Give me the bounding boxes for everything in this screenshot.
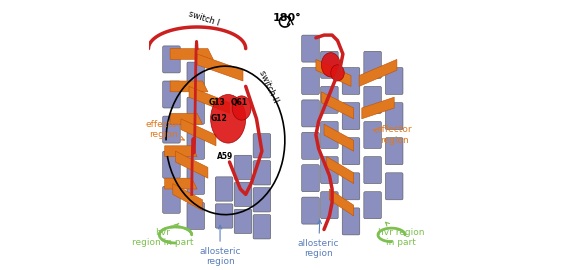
- FancyBboxPatch shape: [187, 167, 205, 194]
- Ellipse shape: [331, 65, 344, 81]
- Text: effector
region: effector region: [146, 120, 184, 140]
- Polygon shape: [170, 81, 208, 92]
- FancyBboxPatch shape: [163, 151, 180, 178]
- FancyBboxPatch shape: [342, 138, 360, 165]
- Text: 180°: 180°: [273, 12, 302, 23]
- Polygon shape: [321, 92, 354, 119]
- FancyBboxPatch shape: [253, 215, 270, 239]
- FancyBboxPatch shape: [187, 62, 205, 89]
- FancyBboxPatch shape: [364, 157, 382, 184]
- Polygon shape: [170, 113, 202, 124]
- Polygon shape: [197, 54, 243, 81]
- FancyBboxPatch shape: [364, 51, 382, 78]
- FancyBboxPatch shape: [234, 182, 252, 207]
- Text: switch II: switch II: [257, 69, 280, 104]
- Polygon shape: [189, 86, 230, 113]
- FancyBboxPatch shape: [342, 173, 360, 200]
- Text: hvr region
in part: hvr region in part: [378, 222, 424, 247]
- FancyBboxPatch shape: [302, 165, 319, 192]
- FancyBboxPatch shape: [364, 86, 382, 113]
- FancyBboxPatch shape: [302, 35, 319, 62]
- FancyBboxPatch shape: [320, 192, 338, 219]
- Text: G12: G12: [210, 114, 227, 123]
- Ellipse shape: [232, 96, 251, 120]
- Polygon shape: [362, 97, 394, 119]
- FancyBboxPatch shape: [215, 177, 233, 201]
- FancyBboxPatch shape: [320, 51, 338, 78]
- FancyBboxPatch shape: [163, 81, 180, 108]
- Text: switch I: switch I: [187, 10, 221, 28]
- FancyBboxPatch shape: [302, 68, 319, 94]
- Text: A59: A59: [217, 152, 234, 161]
- Text: Q61: Q61: [230, 98, 247, 107]
- FancyBboxPatch shape: [163, 46, 180, 73]
- FancyBboxPatch shape: [253, 188, 270, 212]
- Text: G13: G13: [209, 98, 226, 107]
- FancyBboxPatch shape: [302, 132, 319, 159]
- FancyBboxPatch shape: [320, 86, 338, 113]
- FancyBboxPatch shape: [342, 103, 360, 130]
- FancyBboxPatch shape: [364, 192, 382, 219]
- FancyBboxPatch shape: [386, 103, 403, 130]
- FancyBboxPatch shape: [163, 186, 180, 213]
- Polygon shape: [324, 124, 354, 151]
- Polygon shape: [170, 49, 213, 59]
- Text: effector
region: effector region: [374, 125, 412, 145]
- Polygon shape: [164, 178, 197, 189]
- Polygon shape: [359, 59, 397, 86]
- Text: hvr
region in part: hvr region in part: [132, 223, 193, 247]
- Polygon shape: [181, 119, 216, 146]
- FancyBboxPatch shape: [187, 202, 205, 230]
- FancyBboxPatch shape: [386, 68, 403, 94]
- Ellipse shape: [210, 94, 246, 143]
- Polygon shape: [327, 157, 354, 184]
- FancyBboxPatch shape: [215, 204, 233, 228]
- FancyBboxPatch shape: [386, 173, 403, 200]
- Polygon shape: [164, 146, 197, 157]
- Text: allosteric
region: allosteric region: [298, 220, 340, 258]
- FancyBboxPatch shape: [234, 155, 252, 180]
- FancyBboxPatch shape: [302, 100, 319, 127]
- Polygon shape: [176, 151, 208, 178]
- FancyBboxPatch shape: [163, 116, 180, 143]
- Text: allosteric
region: allosteric region: [199, 225, 241, 266]
- FancyBboxPatch shape: [253, 134, 270, 158]
- FancyBboxPatch shape: [253, 161, 270, 185]
- Polygon shape: [173, 184, 202, 211]
- Ellipse shape: [321, 53, 340, 77]
- FancyBboxPatch shape: [302, 197, 319, 224]
- FancyBboxPatch shape: [234, 209, 252, 234]
- FancyBboxPatch shape: [364, 122, 382, 148]
- FancyBboxPatch shape: [342, 68, 360, 94]
- FancyBboxPatch shape: [320, 122, 338, 148]
- FancyBboxPatch shape: [187, 97, 205, 124]
- Polygon shape: [316, 59, 351, 86]
- FancyBboxPatch shape: [320, 157, 338, 184]
- FancyBboxPatch shape: [342, 208, 360, 235]
- FancyBboxPatch shape: [386, 138, 403, 165]
- Polygon shape: [329, 189, 354, 216]
- FancyBboxPatch shape: [187, 132, 205, 159]
